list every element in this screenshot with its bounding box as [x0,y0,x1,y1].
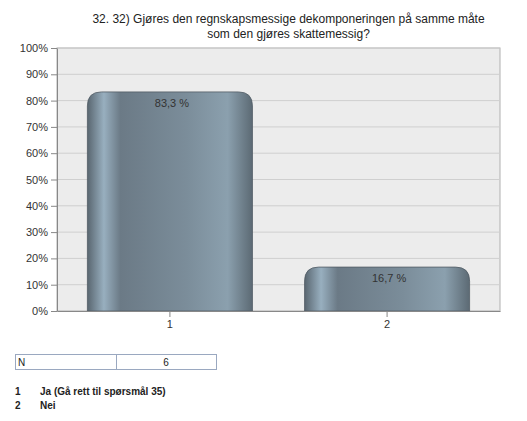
tick-mark [51,74,57,75]
data-labels: 83,3 % 16,7 % [155,97,407,284]
grid-line [57,74,500,75]
tick: 90% [26,68,57,80]
summary-table: N6 [16,355,217,370]
tick-mark [51,258,57,259]
tick-label: 80% [26,95,48,107]
tick-mark [51,127,57,128]
title: 32. 32) Gjøres den regnskapsmessige deko… [92,12,485,41]
tick: 30% [26,226,57,238]
tick-mark [51,48,57,49]
tick-mark [51,206,57,207]
tick-label: 100% [20,42,48,54]
table-value: 6 [163,357,169,368]
plot-background [57,48,500,311]
axis-line [57,49,58,312]
tick-label: 0% [32,305,48,317]
y-axis: 0% 10% 20% 30% 40% 50% 60% 70% 80% 90% 100% [20,42,58,317]
table-label: N [18,357,25,368]
tick-label: 20% [26,252,48,264]
tick-label: 40% [26,200,48,212]
tick-mark [387,311,388,317]
data-label: 16,7 % [372,272,406,284]
tick: 60% [26,147,57,159]
tick: 70% [26,121,57,133]
tick-label: 1 [167,318,173,330]
data-label: 83,3 % [155,97,189,109]
tick: 100% [20,42,57,54]
answer-code: 1 [15,386,21,397]
tick-mark [169,311,170,317]
tick-mark [51,232,57,233]
tick-mark [51,311,57,312]
grid-line [57,48,500,49]
table-border [16,355,217,370]
tick: 50% [26,174,57,186]
tick-label: 10% [26,279,48,291]
tick: 10% [26,279,57,291]
tick: 0% [32,305,57,317]
bar [305,267,470,311]
tick-mark [51,101,57,102]
tick: 40% [26,200,57,212]
tick-label: 2 [384,318,390,330]
answer-label: Ja (Gå rett til spørsmål 35) [40,386,166,397]
tick-label: 60% [26,147,48,159]
tick-label: 70% [26,121,48,133]
tick: 80% [26,95,57,107]
bar [87,92,252,311]
tick-mark [51,285,57,286]
axis-line [58,311,501,312]
tick-label: 90% [26,68,48,80]
answer-key: 1 Ja (Gå rett til spørsmål 35) 2 Nei [15,386,166,411]
tick-label: 30% [26,226,48,238]
table-divider [116,355,117,370]
tick: 2 [384,311,390,330]
tick: 20% [26,252,57,264]
chart: 32. 32) Gjøres den regnskapsmessige deko… [0,0,527,421]
tick: 1 [167,311,173,330]
tick-mark [51,180,57,181]
answer-code: 2 [15,400,21,411]
tick-label: 50% [26,174,48,186]
x-axis: 12 [58,311,501,330]
answer-label: Nei [40,400,56,411]
grid [57,48,500,311]
tick-mark [51,153,57,154]
bars [87,92,469,311]
